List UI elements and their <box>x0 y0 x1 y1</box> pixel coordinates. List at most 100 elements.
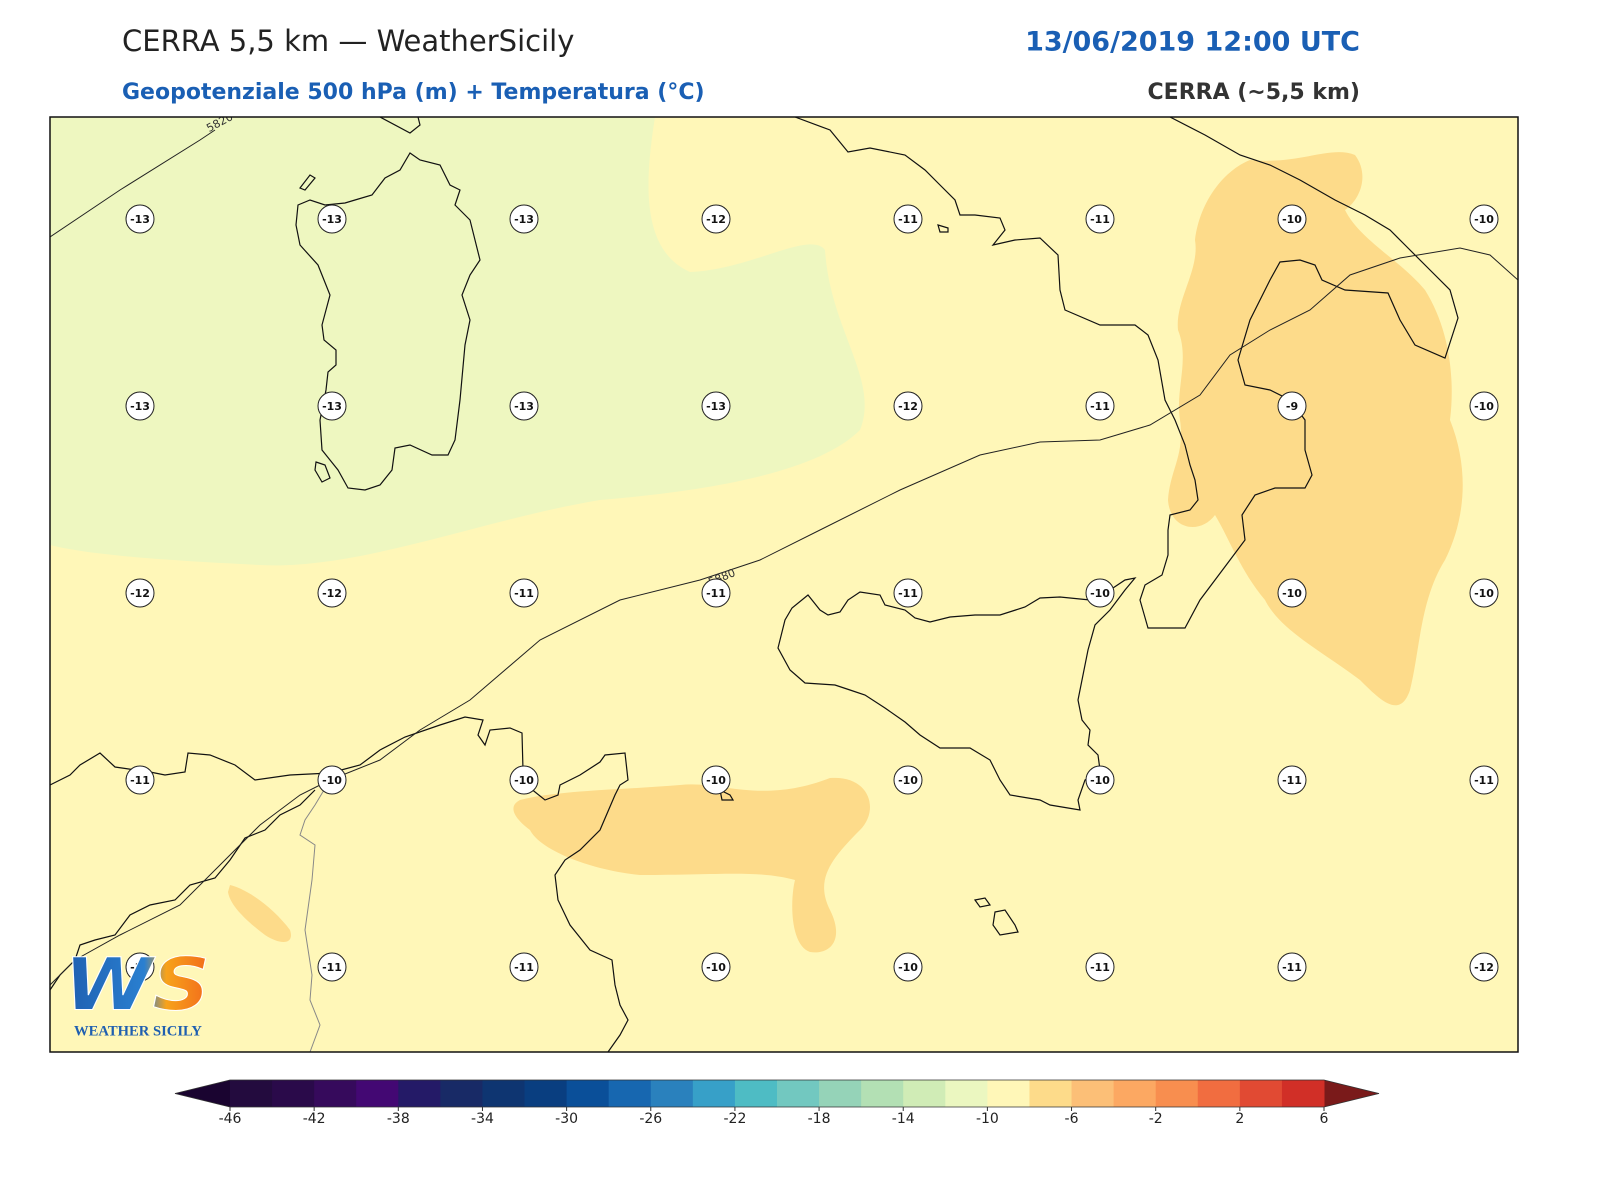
station: -11 <box>893 578 923 608</box>
colorbar-tick-label: -14 <box>892 1111 915 1127</box>
station: -10 <box>317 765 347 795</box>
colorbar-bin <box>398 1080 441 1107</box>
logo-mark: WS <box>64 943 210 1027</box>
station-marker <box>1085 204 1115 234</box>
source: CERRA (~5,5 km) <box>1148 80 1360 105</box>
station-value: -10 <box>898 961 918 974</box>
station: -11 <box>1085 204 1115 234</box>
colorbar-bin <box>650 1080 694 1107</box>
station-marker <box>317 578 347 608</box>
colorbar-tick-label: -26 <box>639 1111 662 1127</box>
colorbar-tick-label: -34 <box>471 1111 494 1127</box>
station: -10 <box>893 952 923 982</box>
station: -10 <box>1469 204 1499 234</box>
station: -13 <box>125 204 155 234</box>
station: -11 <box>701 578 731 608</box>
colorbar-bin <box>440 1080 483 1107</box>
station-value: -10 <box>1090 774 1110 787</box>
station: -13 <box>125 391 155 421</box>
station-value: -10 <box>1474 213 1494 226</box>
colorbar-bin <box>356 1080 399 1107</box>
station-value: -11 <box>514 587 534 600</box>
colorbar-over <box>1324 1080 1379 1107</box>
station-value: -10 <box>1474 400 1494 413</box>
station-marker <box>1085 391 1115 421</box>
station-marker <box>701 952 731 982</box>
station-marker <box>1469 765 1499 795</box>
field-warm <box>513 777 870 953</box>
station-marker <box>1277 578 1307 608</box>
station: -10 <box>509 765 539 795</box>
station-values: -13 -13 -13 -12 -11 -11 -10 -10 -13 -13 -13 -13 -12 -… <box>125 204 1499 982</box>
station-marker <box>893 204 923 234</box>
station-value: -13 <box>322 400 342 413</box>
colorbar-tick-label: -10 <box>976 1111 999 1127</box>
subtitle: Geopotenziale 500 hPa (m) + Temperatura … <box>122 80 705 105</box>
station-value: -11 <box>130 774 150 787</box>
colorbar-tick-label: 6 <box>1320 1111 1329 1127</box>
station-value: -12 <box>130 587 150 600</box>
colorbar-bin <box>1029 1080 1073 1107</box>
station: -11 <box>1085 952 1115 982</box>
station: -11 <box>893 204 923 234</box>
station-value: -13 <box>130 400 150 413</box>
station-marker <box>509 204 539 234</box>
station-marker <box>701 765 731 795</box>
station-value: -10 <box>514 774 534 787</box>
station-marker <box>1469 578 1499 608</box>
station: -10 <box>701 765 731 795</box>
geopotential-contours <box>50 129 1518 986</box>
station: -11 <box>1277 952 1307 982</box>
station-marker <box>1277 765 1307 795</box>
colorbar-bin <box>272 1080 315 1107</box>
station-value: -10 <box>1474 587 1494 600</box>
station: -12 <box>893 391 923 421</box>
colorbar-tick-label: -42 <box>303 1111 326 1127</box>
station-value: -13 <box>706 400 726 413</box>
station: -10 <box>1469 578 1499 608</box>
station-marker <box>1469 204 1499 234</box>
colorbar-bin <box>692 1080 736 1107</box>
station: -12 <box>317 578 347 608</box>
station-marker <box>1277 952 1307 982</box>
station-marker <box>317 391 347 421</box>
station: -13 <box>701 391 731 421</box>
station: -10 <box>893 765 923 795</box>
map-frame <box>49 116 1519 1053</box>
station-marker <box>509 952 539 982</box>
station: -12 <box>701 204 731 234</box>
coastlines <box>50 117 1459 1052</box>
station-marker <box>125 765 155 795</box>
station-value: -10 <box>898 774 918 787</box>
station-marker <box>1277 391 1307 421</box>
colorbar-bin <box>1071 1080 1115 1107</box>
colorbar-tick-label: -6 <box>1065 1111 1079 1127</box>
station-value: -9 <box>1286 400 1298 413</box>
colorbar: -46 -42 -38 -34 -30 -26 -22 -18 -14 -10 -6 -2 2 6 <box>174 1079 1380 1127</box>
station-value: -11 <box>1474 774 1494 787</box>
colorbar-bin <box>482 1080 526 1107</box>
station-marker <box>701 204 731 234</box>
station-marker <box>1469 391 1499 421</box>
station-marker <box>125 952 155 982</box>
station: -13 <box>317 391 347 421</box>
station-marker <box>893 952 923 982</box>
station-marker <box>1085 765 1115 795</box>
station-value: -11 <box>898 587 918 600</box>
station: -11 <box>317 952 347 982</box>
colorbar-bin <box>903 1080 946 1107</box>
station: -13 <box>509 391 539 421</box>
station: -11 <box>509 578 539 608</box>
colorbar-bin <box>314 1080 357 1107</box>
station-value: -13 <box>322 213 342 226</box>
station: -12 <box>125 578 155 608</box>
station-marker <box>1085 578 1115 608</box>
station-value: -10 <box>1090 587 1110 600</box>
station-marker <box>317 765 347 795</box>
station-marker <box>1469 952 1499 982</box>
field-warm <box>228 885 291 942</box>
colorbar-bin <box>608 1080 652 1107</box>
station-value: -11 <box>898 213 918 226</box>
